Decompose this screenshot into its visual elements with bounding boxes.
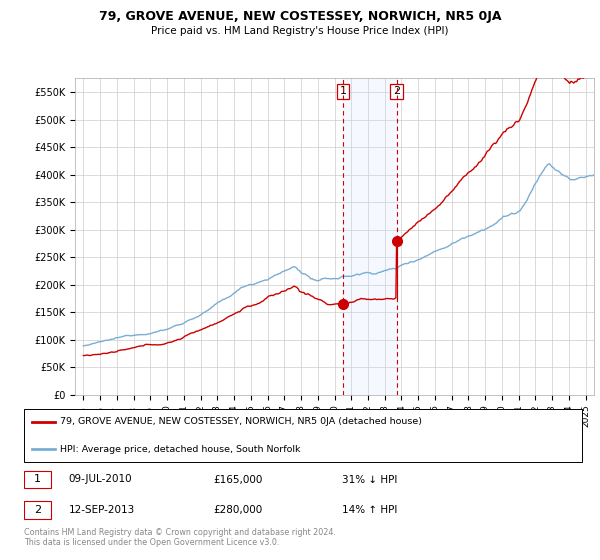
Text: 1: 1	[340, 86, 347, 96]
Text: 12-SEP-2013: 12-SEP-2013	[68, 505, 135, 515]
FancyBboxPatch shape	[24, 409, 582, 462]
Text: HPI: Average price, detached house, South Norfolk: HPI: Average price, detached house, Sout…	[60, 445, 301, 454]
Text: 09-JUL-2010: 09-JUL-2010	[68, 474, 132, 484]
Text: 1: 1	[34, 474, 41, 484]
Text: Price paid vs. HM Land Registry's House Price Index (HPI): Price paid vs. HM Land Registry's House …	[151, 26, 449, 36]
Text: 2: 2	[393, 86, 400, 96]
Text: £280,000: £280,000	[214, 505, 263, 515]
Text: 2: 2	[34, 505, 41, 515]
Text: 31% ↓ HPI: 31% ↓ HPI	[342, 474, 397, 484]
Bar	[343, 78, 397, 395]
Text: £165,000: £165,000	[214, 474, 263, 484]
Text: 14% ↑ HPI: 14% ↑ HPI	[342, 505, 397, 515]
FancyBboxPatch shape	[24, 501, 51, 519]
FancyBboxPatch shape	[24, 470, 51, 488]
Text: Contains HM Land Registry data © Crown copyright and database right 2024.
This d: Contains HM Land Registry data © Crown c…	[24, 528, 336, 547]
Text: 79, GROVE AVENUE, NEW COSTESSEY, NORWICH, NR5 0JA (detached house): 79, GROVE AVENUE, NEW COSTESSEY, NORWICH…	[60, 417, 422, 426]
Text: 79, GROVE AVENUE, NEW COSTESSEY, NORWICH, NR5 0JA: 79, GROVE AVENUE, NEW COSTESSEY, NORWICH…	[99, 10, 501, 23]
